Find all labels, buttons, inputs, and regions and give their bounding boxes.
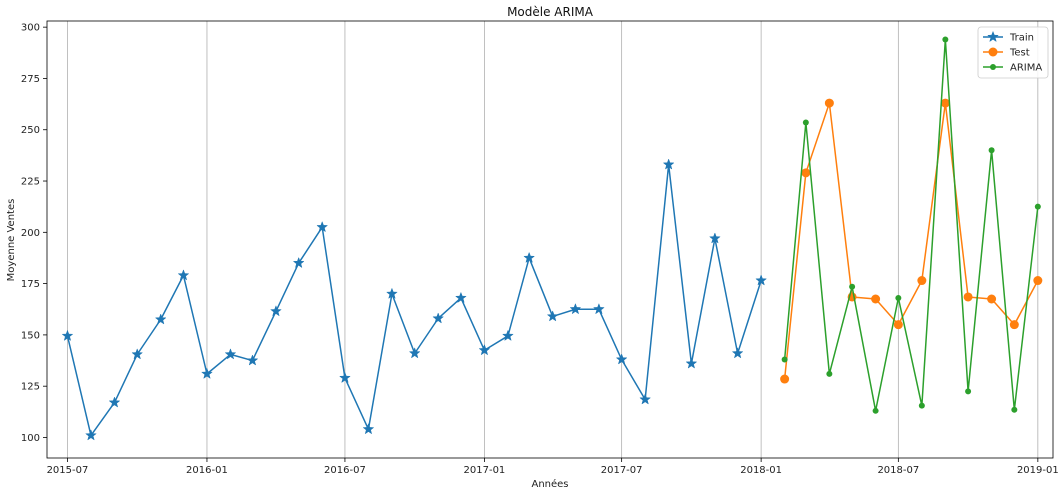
train-point: [386, 287, 398, 299]
axis-ticks: 2015-07 2016-01 2016-07 2017-01 2017-07 2018-…: [21, 23, 1058, 476]
y-tick-label: 100: [21, 433, 40, 444]
train-point: [177, 269, 190, 281]
arima-point: [965, 388, 972, 395]
arima-point: [942, 36, 949, 43]
arima-point: [988, 147, 995, 154]
x-tick-label: 2019-01: [1017, 465, 1058, 476]
legend-arima-point: [990, 64, 996, 70]
train-point: [316, 220, 329, 233]
y-tick-label: 150: [21, 330, 40, 341]
test-point: [801, 168, 811, 178]
train-point: [478, 344, 491, 356]
train-point: [546, 310, 559, 322]
y-tick-label: 125: [21, 382, 40, 393]
plot-frame: [46, 20, 1054, 459]
test-point: [963, 292, 973, 302]
train-point: [523, 251, 536, 263]
arima-point: [826, 370, 833, 377]
train-point: [201, 367, 213, 379]
train-point: [292, 256, 305, 269]
legend-label-arima: ARIMA: [1010, 63, 1042, 74]
chart-title: Modèle ARIMA: [507, 5, 594, 19]
y-tick-label: 200: [21, 228, 40, 239]
y-axis-label: Moyenne Ventes: [6, 199, 17, 282]
train-point: [662, 158, 675, 170]
train-point: [61, 329, 74, 341]
test-point: [1009, 320, 1019, 330]
train-point: [154, 313, 167, 325]
x-tick-label: 2018-07: [877, 465, 919, 476]
train-point: [246, 354, 259, 366]
train-point: [270, 305, 282, 317]
legend-label-train: Train: [1009, 33, 1034, 44]
arima-point: [802, 119, 809, 126]
legend: Train Test ARIMA: [977, 26, 1049, 79]
legend-train-point: [987, 30, 999, 43]
train-point: [224, 348, 237, 360]
arima-point: [1034, 203, 1041, 210]
train-point: [339, 371, 351, 384]
train-point: [731, 347, 744, 359]
x-tick-label: 2017-01: [464, 465, 506, 476]
series-group: [61, 36, 1043, 441]
arima-point: [918, 402, 925, 409]
arima-point: [895, 294, 902, 301]
train-point: [408, 347, 421, 359]
train-point: [502, 329, 514, 341]
arima-line: [783, 38, 1039, 412]
train-point: [569, 303, 582, 315]
train-point: [755, 274, 768, 286]
x-tick-label: 2017-07: [601, 465, 643, 476]
train-point: [455, 291, 467, 304]
test-point: [917, 276, 927, 286]
train-point: [639, 393, 652, 405]
y-tick-label: 250: [21, 125, 40, 136]
arima-point: [1011, 406, 1018, 413]
test-point: [893, 320, 903, 330]
y-tick-label: 275: [21, 74, 40, 85]
test-point: [780, 374, 790, 384]
test-point: [940, 98, 950, 108]
train-point: [685, 357, 698, 369]
test-point: [1033, 276, 1043, 286]
gridlines: [67, 21, 1039, 458]
arima-point: [781, 356, 788, 363]
legend-label-test: Test: [1009, 48, 1030, 59]
train-point: [708, 232, 721, 244]
series-train: [61, 158, 768, 441]
test-point: [824, 98, 834, 108]
train-point: [615, 353, 628, 365]
train-point: [432, 312, 445, 324]
test-line: [783, 102, 1039, 380]
y-tick-label: 300: [21, 23, 40, 34]
series-arima: [781, 36, 1041, 414]
legend-item-train: Train: [983, 30, 1034, 44]
legend-item-arima: ARIMA: [983, 63, 1042, 74]
test-point: [871, 294, 881, 304]
series-test: [780, 98, 1043, 384]
train-point: [108, 396, 121, 408]
x-tick-label: 2015-07: [47, 465, 89, 476]
train-point: [131, 348, 144, 360]
x-axis-label: Années: [531, 478, 568, 490]
train-point: [592, 303, 605, 315]
arima-point: [872, 407, 879, 414]
legend-test-point: [988, 47, 998, 57]
arima-point: [849, 283, 856, 290]
train-point: [362, 423, 375, 435]
x-tick-label: 2016-01: [186, 465, 228, 476]
train-point: [85, 429, 97, 441]
legend-item-test: Test: [983, 47, 1030, 59]
x-tick-label: 2016-07: [324, 465, 366, 476]
y-tick-label: 225: [21, 177, 40, 188]
x-tick-label: 2018-01: [740, 465, 782, 476]
test-point: [987, 294, 997, 304]
y-tick-label: 175: [21, 279, 40, 290]
